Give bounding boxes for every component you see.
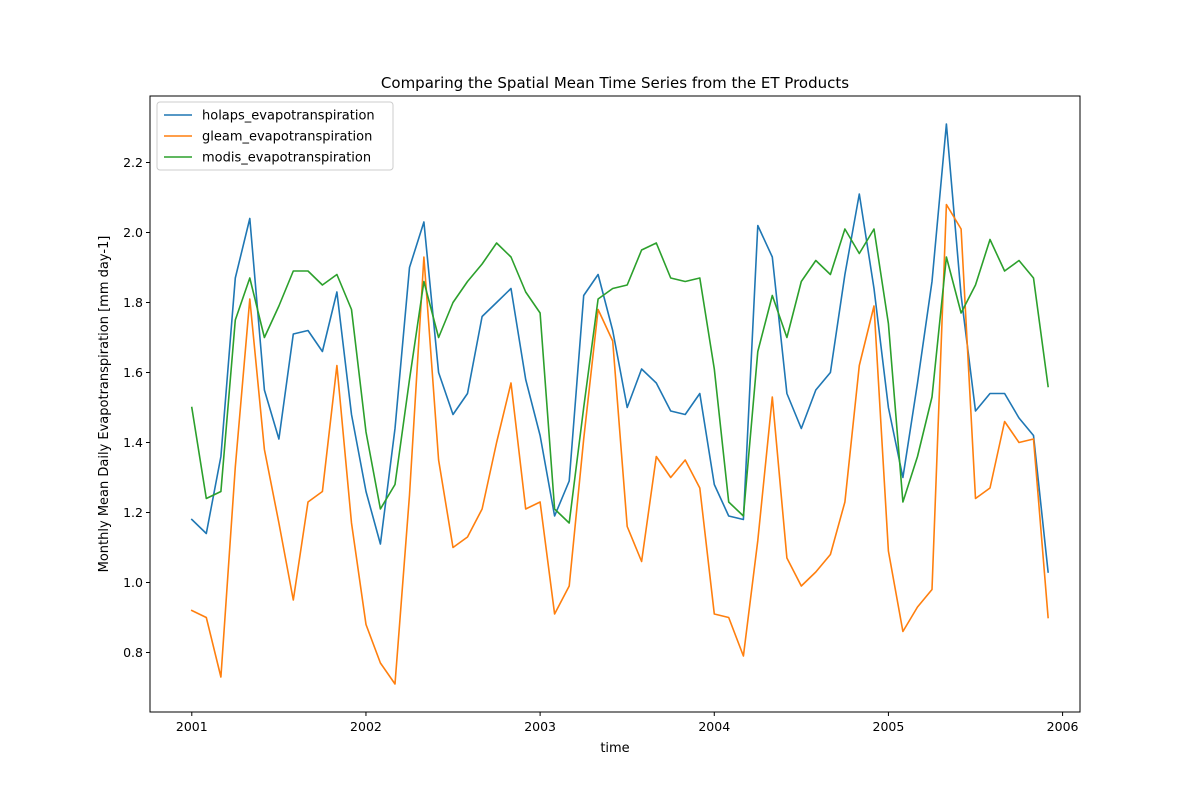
modis_evapotranspiration-line (190, 228, 1049, 524)
legend: holaps_evapotranspiration gleam_evapotran… (156, 101, 394, 171)
y-axis-label: Monthly Mean Daily Evapotranspiration [m… (97, 236, 112, 573)
y-tick-label: 0.8 (123, 645, 143, 660)
y-tick-label: 1.2 (123, 505, 143, 520)
legend-label-holaps_evapotranspiration: holaps_evapotranspiration (202, 109, 375, 124)
y-tick-label: 1.6 (123, 365, 143, 380)
x-tick-label: 2001 (176, 719, 208, 734)
x-tick-label: 2003 (524, 719, 556, 734)
legend-box (156, 101, 394, 171)
y-tick-label: 1.4 (123, 435, 143, 450)
y-tick-label: 1.8 (123, 295, 143, 310)
x-tick-label: 2006 (1047, 719, 1079, 734)
y-tick-label: 2.2 (123, 155, 143, 170)
legend-label-gleam_evapotranspiration: gleam_evapotranspiration (202, 130, 372, 145)
y-tick-label: 1.0 (123, 575, 143, 590)
x-tick-label: 2005 (873, 719, 905, 734)
holaps_evapotranspiration-line (190, 123, 1049, 573)
chart-title: Comparing the Spatial Mean Time Series f… (381, 74, 849, 92)
axis-ticks-group: 2001 2002 2003 2004 2005 2006 0.8 1.0 1.2 1.4 1.6 1… (123, 155, 1078, 734)
y-tick-label: 2.0 (123, 225, 143, 240)
series-lines-group (190, 123, 1049, 685)
x-tick-label: 2004 (698, 719, 730, 734)
gleam_evapotranspiration-line (190, 203, 1049, 685)
plot-area-frame (149, 95, 1081, 713)
x-tick-label: 2002 (350, 719, 382, 734)
legend-label-modis_evapotranspiration: modis_evapotranspiration (202, 151, 371, 166)
x-axis-label: time (600, 741, 629, 756)
